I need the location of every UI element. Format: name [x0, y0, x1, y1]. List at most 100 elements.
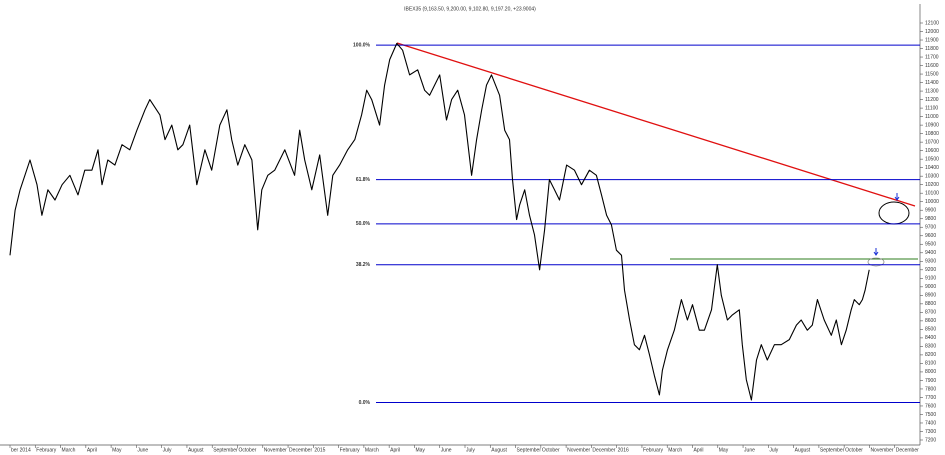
y-tick-label: 10500 — [925, 156, 939, 162]
y-tick-label: 9800 — [925, 216, 936, 222]
y-tick-label: 8300 — [925, 344, 936, 350]
fib-label: 38.2% — [356, 262, 371, 268]
y-tick-label: 9900 — [925, 208, 936, 214]
x-tick-label: July — [466, 447, 475, 453]
chart-title: IBEX35 (9,163.50, 9,200.00, 9,102.80, 9,… — [404, 6, 536, 12]
y-tick-label: 9400 — [925, 250, 936, 256]
y-tick-label: 7200 — [925, 437, 936, 443]
y-tick-label: 10200 — [925, 182, 939, 188]
y-tick-label: 12000 — [925, 29, 939, 35]
y-tick-label: 7400 — [925, 420, 936, 426]
x-tick-label: April — [694, 447, 704, 453]
x-tick-label: July — [163, 447, 172, 453]
x-tick-label: June — [441, 447, 452, 453]
y-tick-label: 11300 — [925, 88, 939, 94]
x-tick-label: February — [340, 447, 361, 453]
x-tick-label: March — [62, 447, 76, 453]
y-tick-label: 7600 — [925, 403, 936, 409]
y-tick-label: 10000 — [925, 199, 939, 205]
y-tick-label: 7900 — [925, 378, 936, 384]
x-tick-label: February — [643, 447, 664, 453]
y-tick-label: 10900 — [925, 122, 939, 128]
x-tick-label: May — [415, 447, 425, 453]
x-tick-label: March — [668, 447, 682, 453]
y-tick-label: 11500 — [925, 71, 939, 77]
x-tick-label: March — [365, 447, 379, 453]
y-tick-label: 8100 — [925, 361, 936, 367]
fib-label: 50.0% — [356, 221, 371, 227]
x-tick-label: February — [36, 447, 57, 453]
y-tick-label: 8400 — [925, 335, 936, 341]
x-tick-label: October — [239, 447, 257, 453]
x-tick-label: December — [289, 447, 312, 453]
x-tick-label: September — [820, 447, 845, 453]
y-tick-label: 11900 — [925, 37, 939, 43]
x-tick-label: 2015 — [314, 447, 325, 453]
x-tick-label: April — [87, 447, 97, 453]
y-tick-label: 9700 — [925, 225, 936, 231]
x-tick-label: December — [592, 447, 615, 453]
circle-marker — [867, 257, 885, 267]
y-tick-label: 8000 — [925, 369, 936, 375]
price-line — [9, 42, 870, 401]
y-tick-label: 10300 — [925, 174, 939, 180]
trend-line — [396, 42, 916, 207]
y-tick-label: 7500 — [925, 412, 936, 418]
y-tick-label: 8600 — [925, 318, 936, 324]
y-tick-label: 10600 — [925, 148, 939, 154]
y-tick-label: 11400 — [925, 80, 939, 86]
y-tick-label: 9000 — [925, 284, 936, 290]
fib-label: 100.0% — [353, 42, 371, 48]
x-tick-label: December — [896, 447, 919, 453]
x-tick-label: October — [542, 447, 560, 453]
x-tick-label: September — [517, 447, 542, 453]
y-tick-label: 7700 — [925, 395, 936, 401]
fib-label: 0.0% — [359, 400, 371, 406]
fib-label: 61.8% — [356, 177, 371, 183]
x-tick-label: 2016 — [618, 447, 629, 453]
x-tick-label: September — [213, 447, 238, 453]
y-tick-label: 8900 — [925, 293, 936, 299]
y-tick-label: 8500 — [925, 327, 936, 333]
y-tick-label: 7800 — [925, 386, 936, 392]
y-tick-label: 8700 — [925, 310, 936, 316]
x-tick-label: May — [112, 447, 122, 453]
x-tick-label: November — [870, 447, 893, 453]
y-tick-label: 8200 — [925, 352, 936, 358]
y-tick-label: 9300 — [925, 259, 936, 265]
x-tick-label: May — [719, 447, 729, 453]
y-tick-label: 9200 — [925, 267, 936, 273]
x-tick-label: August — [491, 447, 507, 453]
arrow — [894, 193, 900, 201]
y-tick-label: 11600 — [925, 63, 939, 69]
x-tick-label: April — [390, 447, 400, 453]
y-tick-label: 10100 — [925, 191, 939, 197]
y-tick-label: 11700 — [925, 54, 939, 60]
y-tick-label: 11100 — [925, 105, 938, 111]
y-tick-label: 12100 — [925, 20, 939, 26]
y-tick-label: 8800 — [925, 301, 936, 307]
y-tick-label: 10800 — [925, 131, 939, 137]
x-tick-label: June — [137, 447, 148, 453]
y-tick-label: 10400 — [925, 165, 939, 171]
y-tick-label: 11200 — [925, 97, 939, 103]
y-tick-label: 9100 — [925, 276, 936, 282]
x-tick-label: June — [744, 447, 755, 453]
y-tick-label: 7300 — [925, 429, 936, 435]
x-tick-label: November — [567, 447, 590, 453]
x-tick-label: August — [795, 447, 811, 453]
y-tick-label: 10700 — [925, 139, 939, 145]
x-tick-label: October — [845, 447, 863, 453]
x-tick-label: July — [769, 447, 778, 453]
x-tick-label: August — [188, 447, 204, 453]
y-tick-label: 11800 — [925, 46, 939, 52]
y-tick-label: 9500 — [925, 242, 936, 248]
y-tick-label: 11000 — [925, 114, 939, 120]
y-tick-label: 9600 — [925, 233, 936, 239]
x-tick-label: ber 2014 — [11, 447, 31, 453]
arrow — [873, 248, 879, 256]
x-tick-label: November — [264, 447, 287, 453]
